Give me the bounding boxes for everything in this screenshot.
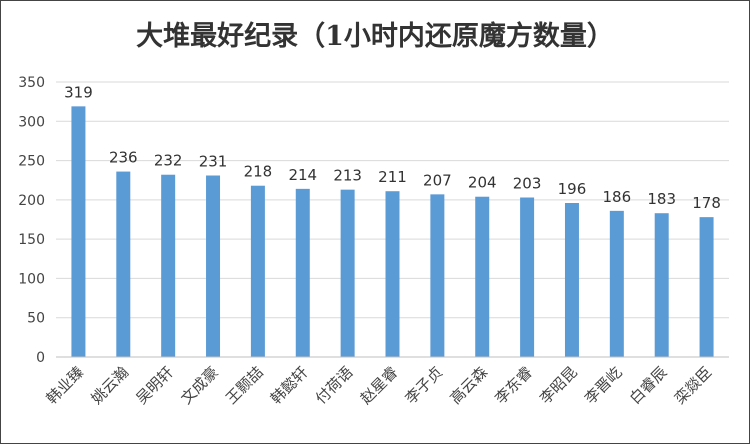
x-category-label: 姚云瀚	[88, 363, 133, 408]
bar	[295, 188, 310, 357]
data-label: 211	[378, 168, 407, 186]
data-label: 178	[692, 194, 721, 212]
x-category-label: 文成豪	[177, 363, 222, 408]
x-category-label: 吴明轩	[132, 363, 177, 408]
y-tick-label: 250	[18, 154, 45, 170]
chart-title: 大堆最好纪录（1小时内还原魔方数量）	[136, 20, 614, 52]
data-label: 207	[423, 171, 452, 189]
y-tick-label: 200	[18, 193, 45, 209]
data-label: 232	[154, 152, 183, 170]
bar	[385, 191, 400, 357]
bar	[250, 185, 265, 357]
data-label: 319	[64, 83, 93, 101]
y-tick-label: 300	[18, 114, 45, 130]
x-axis-categories: 韩业臻 姚云瀚 吴明轩 文成豪 王颢喆 韩懿轩 付荷语 赵星睿 李子贞 高云森 李东睿 李昭昆 李晋屹白…	[43, 363, 716, 408]
data-label: 183	[647, 190, 676, 208]
x-category-label: 韩业臻	[43, 363, 88, 408]
y-tick-label: 350	[18, 75, 45, 91]
bars	[71, 106, 714, 357]
x-category-label: 高云森	[447, 363, 492, 408]
x-category-label: 赵星睿	[357, 363, 402, 408]
x-category-label: 韩懿轩	[267, 363, 312, 408]
data-label: 214	[288, 166, 317, 184]
data-label: 196	[558, 180, 587, 198]
bar	[609, 210, 624, 357]
x-category-label: 白睿辰	[626, 363, 671, 408]
x-category-label: 栾燚臣	[671, 363, 716, 408]
bar	[116, 171, 131, 357]
x-category-label: 李晋屹	[581, 363, 626, 408]
x-category-label: 王颢喆	[222, 363, 267, 408]
data-label: 218	[244, 163, 273, 181]
y-axis-ticks: 0 50 100 150 200 250 300 350	[18, 75, 45, 366]
x-category-label: 李昭昆	[536, 363, 581, 408]
bar	[206, 175, 221, 357]
x-category-label: 李子贞	[402, 363, 447, 408]
y-tick-label: 50	[27, 311, 45, 327]
data-label: 231	[199, 153, 228, 171]
bar	[161, 174, 176, 357]
bar	[475, 196, 490, 357]
bar	[699, 217, 714, 357]
bar	[71, 106, 86, 357]
bar	[654, 213, 669, 357]
bar	[430, 194, 445, 357]
y-tick-label: 150	[18, 232, 45, 248]
data-label: 213	[333, 167, 362, 185]
y-tick-label: 100	[18, 271, 45, 287]
data-labels: 319 236 232 231 218 214 213 211 207 204 203 196 186 1…	[64, 83, 721, 212]
bar	[564, 203, 579, 357]
x-category-label: 付荷语	[312, 363, 357, 408]
y-tick-label: 0	[36, 350, 45, 366]
x-category-label: 李东睿	[491, 363, 536, 408]
data-label: 203	[513, 175, 542, 193]
data-label: 204	[468, 174, 497, 192]
bar	[520, 197, 535, 357]
data-label: 186	[603, 188, 632, 206]
data-label: 236	[109, 149, 138, 167]
bar	[340, 189, 355, 357]
